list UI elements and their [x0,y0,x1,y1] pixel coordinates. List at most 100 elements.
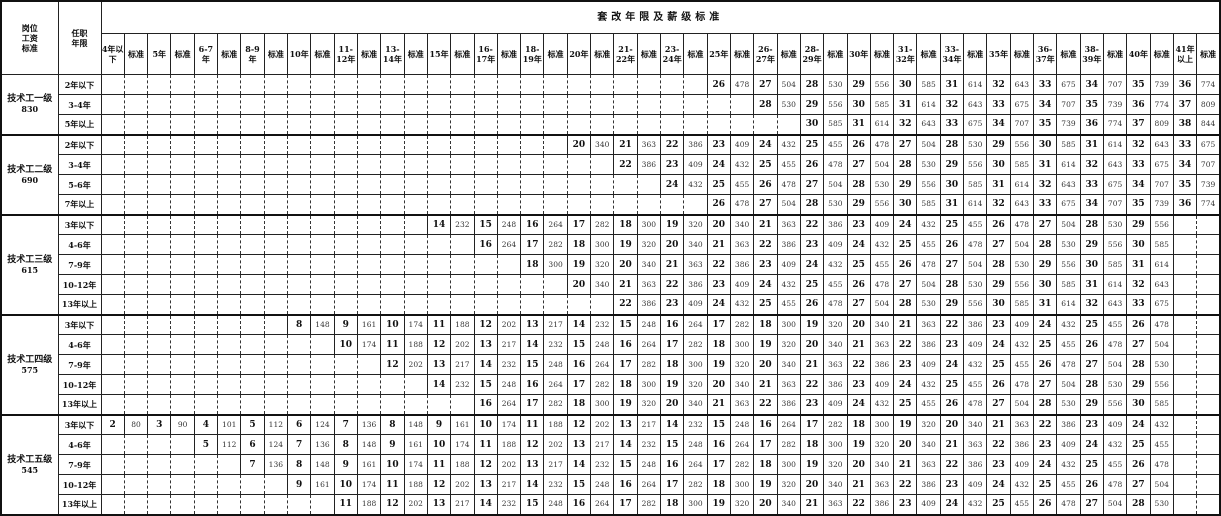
grade-cell: 15 [706,414,731,435]
grade-cell [613,94,638,115]
grade-cell: 24 [1126,414,1151,435]
standard-cell: 340 [916,434,941,455]
table-row: 7-9年 18 300 19 320 20 340 21 363 22 386 23 409 24 432 2… [1,254,1221,275]
grade-cell: 14 [426,374,452,395]
table-row: 技术工五级 545 3年以下 2 80 3 90 4 101 5 112 6 124 7 136 8 148 9 1… [0,414,1221,516]
grade-cell [193,334,219,355]
standard-cell [263,154,289,175]
standard-cell: 320 [729,494,755,516]
grade-cell: 22 [659,274,685,295]
standard-cell [543,294,568,316]
standard-cell: 556 [1009,134,1035,155]
grade-cell: 19 [566,254,592,275]
header-standard: 标准 [729,33,755,75]
grade-cell: 36 [1172,74,1198,95]
grade-cell [240,254,265,275]
grade-cell [333,354,358,375]
grade-cell: 13 [520,314,545,335]
standard-cell [496,74,522,95]
standard-cell [356,274,382,295]
grade-cell [520,74,545,95]
standard-cell [543,274,568,295]
standard-cell [263,274,289,295]
grade-cell: 12 [566,414,592,435]
header-standard: 标准 [1149,33,1174,75]
standard-cell [1196,414,1221,435]
standard-cell [543,194,568,216]
standard-cell: 161 [403,434,428,455]
standard-cell [683,194,708,216]
grade-cell: 10 [380,454,405,475]
grade-cell: 26 [846,274,871,295]
table-row: 7-9年 7 136 8 148 9 161 10 174 11 188 12 202 13 217 14 23… [1,454,1221,475]
grade-cell: 25 [939,374,965,395]
grade-cell [333,254,358,275]
grade-cell: 16 [706,434,731,455]
grade-cell: 34 [1079,194,1104,216]
standard-cell: 455 [1009,354,1035,375]
grade-cell [1172,414,1198,435]
standard-cell [170,494,195,516]
standard-cell: 739 [1196,174,1221,195]
table-row: 7年以上 26 478 27 504 28 530 29 556 30 585 31 614 32 643 3… [1,194,1221,216]
grade-cell [426,134,452,155]
standard-cell: 432 [869,394,895,416]
standard-cell [123,174,149,195]
standard-cell [217,94,242,115]
standard-cell: 282 [543,234,568,255]
grade-cell: 22 [613,154,638,175]
standard-cell: 478 [823,294,848,316]
grade-cell: 24 [846,234,871,255]
standard-cell [217,254,242,275]
grade-cell: 23 [706,134,731,155]
grade-cell [426,114,452,136]
header-position-salary: 岗位 工资 标准 [0,0,59,75]
standard-cell: 386 [636,154,662,175]
grade-cell: 26 [1032,494,1058,516]
standard-cell: 432 [869,234,895,255]
grade-cell [380,254,405,275]
grade-cell [193,74,219,95]
standard-cell [170,154,195,175]
grade-cell: 20 [846,454,871,475]
standard-cell: 556 [1102,394,1128,416]
grade-cell: 28 [893,154,918,175]
grade-cell [147,154,172,175]
tenure-cell: 4-6年 [57,234,102,255]
standard-cell [123,334,149,355]
standard-cell: 478 [729,194,755,216]
grade-cell [1172,234,1198,255]
standard-cell [170,74,195,95]
standard-cell: 409 [683,154,708,175]
grade-cell: 23 [986,454,1011,475]
standard-cell: 675 [963,114,988,136]
standard-cell: 363 [729,234,755,255]
grade-cell [426,234,452,255]
level-name: 技术工四级 [7,354,53,365]
standard-cell: 188 [403,334,428,355]
standard-cell [217,274,242,295]
standard-cell: 530 [1149,354,1174,375]
standard-cell [450,394,475,416]
standard-cell: 320 [776,334,801,355]
standard-cell: 340 [823,334,848,355]
grade-cell [147,474,172,495]
level-salary: 690 [21,174,39,185]
grade-cell [333,374,358,395]
grade-cell [147,234,172,255]
grade-cell [147,214,172,235]
standard-cell [217,474,242,495]
grade-cell: 26 [799,294,825,316]
standard-cell [356,114,382,136]
grade-cell: 25 [1126,434,1151,455]
grade-cell [613,74,638,95]
header-years-10: 20年 [566,33,592,75]
grade-cell: 27 [753,194,778,216]
standard-cell: 300 [729,334,755,355]
grade-cell [193,114,219,136]
standard-cell [450,154,475,175]
grade-cell: 22 [706,254,731,275]
grade-cell: 29 [1126,374,1151,395]
grade-cell [193,214,219,235]
standard-cell: 409 [823,394,848,416]
